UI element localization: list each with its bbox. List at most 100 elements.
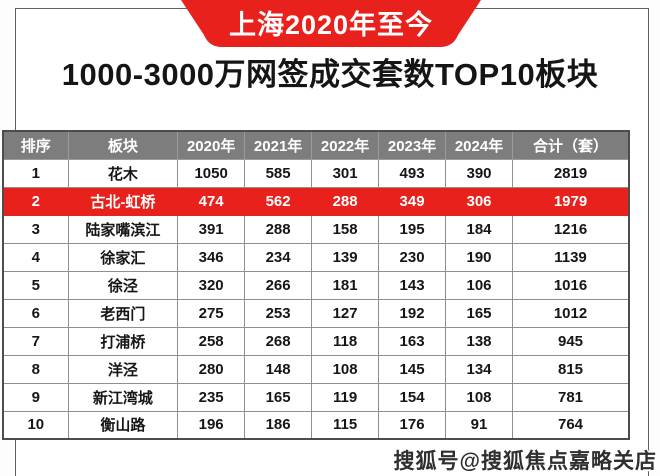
table-row: 6 老西门 275 253 127 192 165 1012	[2, 298, 630, 328]
table-header-row: 排序 板块 2020年 2021年 2022年 2023年 2024年 合计（套）	[2, 130, 630, 160]
table-cell: 148	[244, 354, 313, 384]
table-cell: 266	[244, 270, 313, 300]
table-cell: 945	[512, 326, 630, 356]
table-cell: 163	[378, 326, 447, 356]
table-cell: 1050	[177, 158, 246, 188]
column-header: 合计（套）	[512, 130, 630, 160]
table-cell: 143	[378, 270, 447, 300]
table-cell: 118	[311, 326, 380, 356]
table-cell: 391	[177, 214, 246, 244]
table-container: 排序 板块 2020年 2021年 2022年 2023年 2024年 合计（套） 1 花木 10…	[2, 130, 630, 440]
column-header: 2020年	[177, 130, 246, 160]
table-cell: 184	[445, 214, 513, 244]
table-row: 4 徐家汇 346 234 139 230 190 1139	[2, 242, 630, 272]
table-cell: 2819	[512, 158, 630, 188]
table-cell: 764	[512, 410, 630, 440]
column-header: 板块	[67, 130, 179, 160]
table-cell: 古北-虹桥	[67, 186, 179, 216]
table-cell: 288	[244, 214, 313, 244]
table-cell: 1979	[512, 186, 630, 216]
table-cell: 108	[445, 382, 513, 412]
table-cell: 349	[378, 186, 447, 216]
top10-table: 排序 板块 2020年 2021年 2022年 2023年 2024年 合计（套） 1 花木 10…	[2, 130, 630, 440]
table-cell: 234	[244, 242, 313, 272]
table-cell: 154	[378, 382, 447, 412]
column-header: 2022年	[311, 130, 380, 160]
table-cell: 306	[445, 186, 513, 216]
column-header: 2023年	[378, 130, 447, 160]
table-cell: 320	[177, 270, 246, 300]
table-cell: 192	[378, 298, 447, 328]
table-cell: 5	[2, 270, 69, 300]
table-cell: 119	[311, 382, 380, 412]
table-row: 10 衡山路 196 186 115 176 91 764	[2, 410, 630, 440]
table-cell: 108	[311, 354, 380, 384]
ribbon-banner: 上海2020年至今	[181, 0, 481, 47]
table-cell: 139	[311, 242, 380, 272]
table-body: 1 花木 1050 585 301 493 390 2819 2 古北-虹桥 474 562 288 34…	[2, 158, 630, 440]
table-cell: 190	[445, 242, 513, 272]
table-cell: 1012	[512, 298, 630, 328]
table-cell: 打浦桥	[67, 326, 179, 356]
table-cell: 138	[445, 326, 513, 356]
table-cell: 新江湾城	[67, 382, 179, 412]
table-cell: 陆家嘴滨江	[67, 214, 179, 244]
table-cell: 781	[512, 382, 630, 412]
table-row: 7 打浦桥 258 268 118 163 138 945	[2, 326, 630, 356]
table-cell: 390	[445, 158, 513, 188]
ribbon-label: 上海2020年至今	[228, 9, 434, 40]
table-cell: 165	[445, 298, 513, 328]
table-cell: 346	[177, 242, 246, 272]
table-cell: 4	[2, 242, 69, 272]
table-cell: 301	[311, 158, 380, 188]
table-cell: 6	[2, 298, 69, 328]
page-title: 1000-3000万网签成交套数TOP10板块	[61, 57, 599, 92]
table-cell: 徐泾	[67, 270, 179, 300]
table-cell: 145	[378, 354, 447, 384]
table-cell: 176	[378, 410, 447, 440]
column-header: 排序	[2, 130, 69, 160]
table-cell: 562	[244, 186, 313, 216]
table-cell: 1139	[512, 242, 630, 272]
table-cell: 1	[2, 158, 69, 188]
table-cell: 253	[244, 298, 313, 328]
table-cell: 134	[445, 354, 513, 384]
table-cell: 3	[2, 214, 69, 244]
table-cell: 235	[177, 382, 246, 412]
table-header: 排序 板块 2020年 2021年 2022年 2023年 2024年 合计（套）	[2, 130, 630, 160]
table-cell: 585	[244, 158, 313, 188]
table-cell: 花木	[67, 158, 179, 188]
table-cell: 老西门	[67, 298, 179, 328]
table-row: 2 古北-虹桥 474 562 288 349 306 1979	[2, 186, 630, 216]
table-cell: 196	[177, 410, 246, 440]
table-cell: 230	[378, 242, 447, 272]
table-cell: 洋泾	[67, 354, 179, 384]
column-header: 2021年	[244, 130, 313, 160]
ribbon-banner-shape	[181, 0, 481, 47]
table-cell: 10	[2, 410, 69, 440]
table-cell: 268	[244, 326, 313, 356]
table-cell: 186	[244, 410, 313, 440]
table-cell: 165	[244, 382, 313, 412]
table-cell: 275	[177, 298, 246, 328]
table-row: 9 新江湾城 235 165 119 154 108 781	[2, 382, 630, 412]
table-cell: 徐家汇	[67, 242, 179, 272]
table-cell: 815	[512, 354, 630, 384]
table-cell: 258	[177, 326, 246, 356]
table-cell: 474	[177, 186, 246, 216]
table-cell: 1216	[512, 214, 630, 244]
table-cell: 9	[2, 382, 69, 412]
table-cell: 7	[2, 326, 69, 356]
table-cell: 8	[2, 354, 69, 384]
table-cell: 288	[311, 186, 380, 216]
table-cell: 493	[378, 158, 447, 188]
table-cell: 115	[311, 410, 380, 440]
table-row: 1 花木 1050 585 301 493 390 2819	[2, 158, 630, 188]
table-cell: 106	[445, 270, 513, 300]
table-cell: 衡山路	[67, 410, 179, 440]
table-row: 8 洋泾 280 148 108 145 134 815	[2, 354, 630, 384]
table-cell: 127	[311, 298, 380, 328]
table-cell: 1016	[512, 270, 630, 300]
table-cell: 2	[2, 186, 69, 216]
